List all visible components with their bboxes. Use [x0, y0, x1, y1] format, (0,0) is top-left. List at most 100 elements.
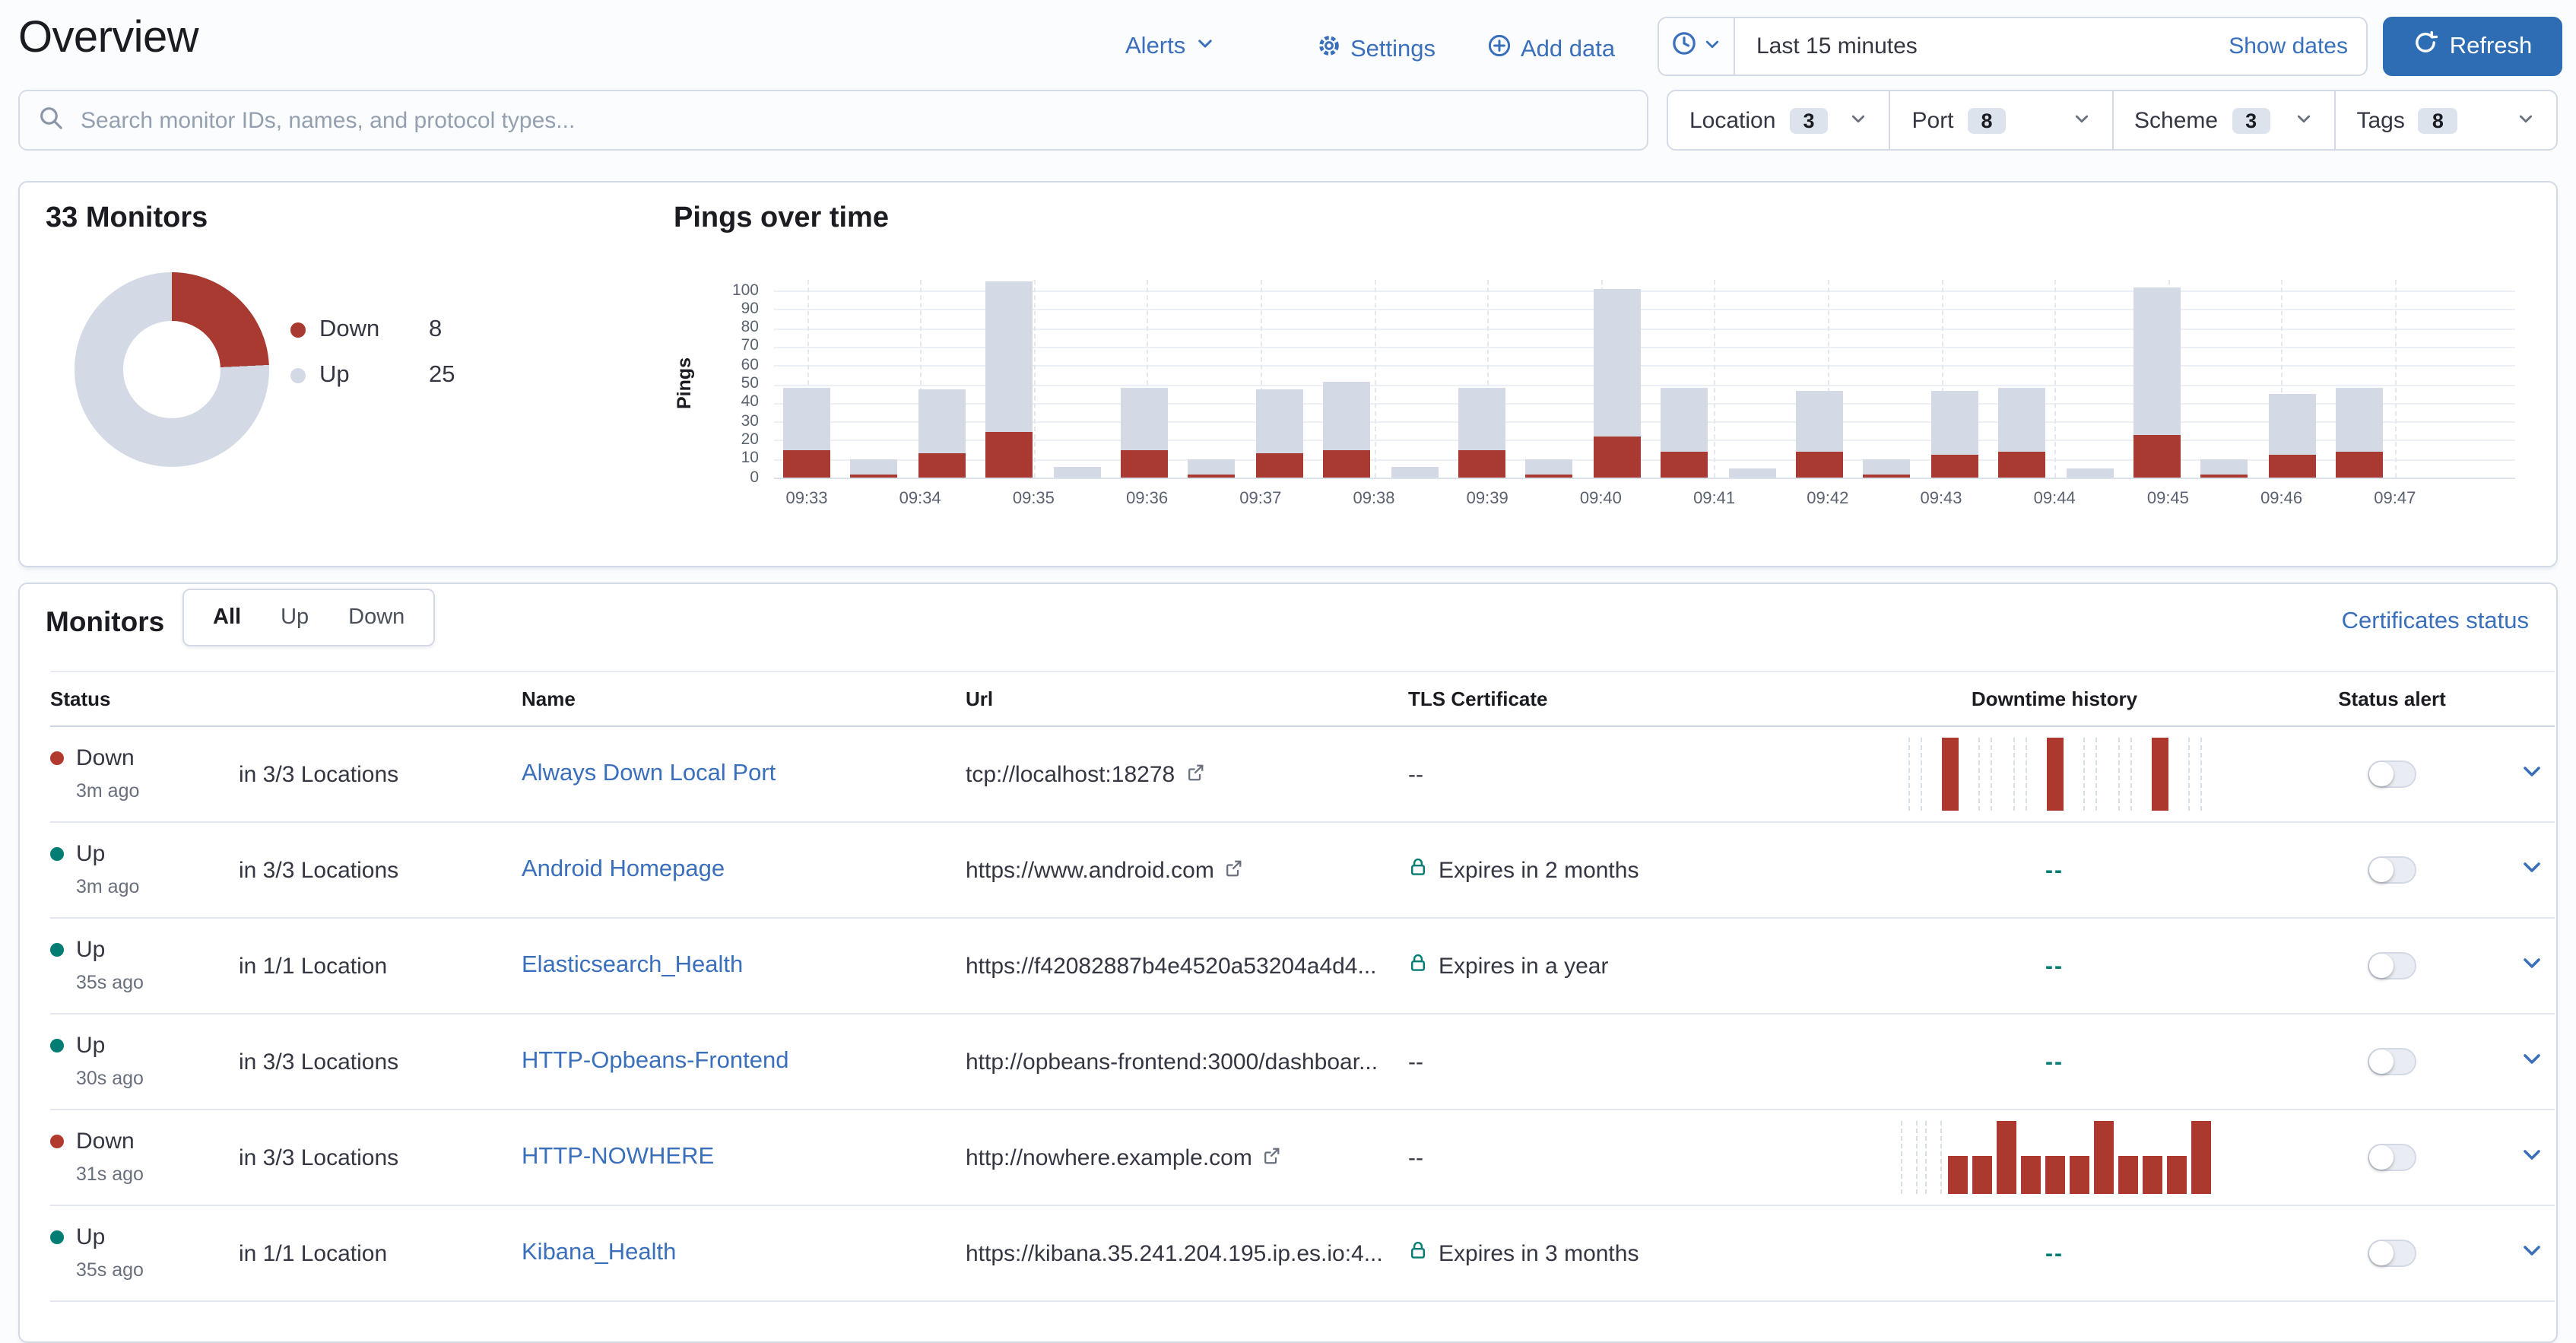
filter-location[interactable]: Location 3	[1668, 91, 1889, 149]
expand-row-button[interactable]	[2509, 1142, 2555, 1173]
last-check-time: 35s ago	[76, 972, 144, 993]
empty-bucket-dash	[2002, 738, 2037, 811]
clock-icon	[1671, 30, 1697, 62]
down-segment	[918, 453, 966, 478]
monitor-name-link[interactable]: HTTP-Opbeans-Frontend	[522, 1048, 789, 1074]
time-range-value[interactable]: Last 15 minutes	[1756, 33, 1918, 59]
expand-row-button[interactable]	[2509, 1238, 2555, 1268]
downtime-bar-fill	[1941, 738, 1958, 811]
legend-item-up[interactable]: Up 25	[290, 362, 455, 389]
downtime-bar	[2142, 738, 2177, 811]
expand-row-button[interactable]	[2509, 855, 2555, 885]
status-alert-toggle[interactable]	[2368, 952, 2416, 979]
up-segment	[2336, 387, 2384, 452]
up-segment	[2200, 459, 2248, 475]
pings-bar	[1121, 387, 1168, 478]
external-link-icon[interactable]	[1225, 857, 1243, 883]
chevron-down-icon	[2520, 1142, 2544, 1173]
filter-tags[interactable]: Tags 8	[2333, 91, 2557, 149]
status-alert-toggle[interactable]	[2368, 1048, 2416, 1075]
downtime-bar-fill	[2069, 1156, 2089, 1194]
up-segment	[918, 389, 966, 453]
pings-bar	[2336, 387, 2384, 478]
external-link-icon[interactable]	[1185, 761, 1204, 787]
tls-certificate: --	[1408, 1145, 1834, 1170]
table-row: Up 30s ago in 3/3 Locations HTTP-Opbeans-Fr…	[50, 1014, 2555, 1110]
downtime-bar-fill	[2118, 1156, 2137, 1194]
status-alert-toggle[interactable]	[2368, 1240, 2416, 1267]
pings-bar	[1728, 468, 1776, 478]
legend-item-down[interactable]: Down 8	[290, 316, 455, 344]
up-segment	[1458, 387, 1505, 450]
x-axis-tick: 09:33	[785, 490, 828, 508]
alerts-menu-button[interactable]: Alerts	[1125, 33, 1214, 61]
monitor-name-link[interactable]: Elasticsearch_Health	[522, 952, 744, 978]
refresh-button[interactable]: Refresh	[2383, 17, 2562, 76]
downtime-bar-fill	[2151, 738, 2168, 811]
gridline	[774, 328, 2515, 330]
tab-up[interactable]: Up	[281, 605, 309, 630]
last-check-time: 30s ago	[76, 1068, 144, 1089]
downtime-bar	[2164, 1121, 2188, 1194]
gridline	[920, 280, 922, 478]
down-segment	[1930, 455, 1978, 478]
expand-row-button[interactable]	[2509, 1046, 2555, 1077]
monitor-name-link[interactable]: HTTP-NOWHERE	[522, 1144, 715, 1170]
last-check-time: 3m ago	[76, 876, 140, 897]
expand-row-button[interactable]	[2509, 759, 2555, 789]
monitor-name-link[interactable]: Android Homepage	[522, 856, 725, 882]
tab-all[interactable]: All	[213, 605, 242, 630]
table-row: Down 31s ago in 3/3 Locations HTTP-NOWHERE h…	[50, 1110, 2555, 1206]
pings-bar	[1525, 459, 1573, 478]
down-segment	[2268, 455, 2316, 478]
tls-certificate: --	[1408, 761, 1834, 787]
gridline	[774, 365, 2515, 367]
url-text: https://www.android.com	[966, 857, 1214, 883]
status-alert-toggle[interactable]	[2368, 1144, 2416, 1171]
monitor-name-link[interactable]: Kibana_Health	[522, 1240, 677, 1265]
x-axis-tick: 09:35	[1012, 490, 1055, 508]
y-axis-tick: 30	[741, 411, 759, 430]
dash-placeholder	[1908, 738, 1921, 811]
down-segment	[1188, 474, 1236, 478]
monitor-url: https://f42082887b4e4520a53204a4d4...	[966, 953, 1408, 979]
up-segment	[1863, 459, 1911, 475]
gridline	[2394, 280, 2397, 478]
down-segment	[850, 474, 898, 478]
status-alert-toggle[interactable]	[2368, 760, 2416, 788]
down-segment	[1323, 449, 1371, 478]
filter-scheme[interactable]: Scheme 3	[2111, 91, 2334, 149]
downtime-bar-fill	[2046, 738, 2063, 811]
y-axis-tick: 70	[741, 336, 759, 355]
last-check-time: 31s ago	[76, 1164, 144, 1185]
dash-placeholder	[2013, 738, 2026, 811]
chevron-down-icon	[2520, 1238, 2544, 1268]
pings-bar	[985, 281, 1033, 478]
show-dates-link[interactable]: Show dates	[2229, 33, 2348, 59]
column-header-url: Url	[966, 687, 994, 710]
search-input[interactable]	[78, 106, 1629, 135]
x-axis-tick: 09:44	[2033, 490, 2076, 508]
tab-down[interactable]: Down	[348, 605, 405, 630]
empty-bucket-dash	[2072, 738, 2107, 811]
monitor-name-link[interactable]: Always Down Local Port	[522, 760, 776, 786]
gridline	[1714, 280, 1716, 478]
last-check-time: 35s ago	[76, 1259, 144, 1281]
date-time-picker: Last 15 minutes Show dates	[1658, 17, 2368, 76]
chevron-down-icon	[1703, 33, 1721, 59]
filter-port[interactable]: Port 8	[1889, 91, 2112, 149]
refresh-label: Refresh	[2449, 33, 2533, 59]
external-link-icon[interactable]	[1263, 1145, 1281, 1170]
settings-button[interactable]: Settings	[1317, 33, 1436, 65]
search-bar	[18, 90, 1648, 151]
filter-label: Location	[1689, 107, 1776, 133]
add-data-button[interactable]: Add data	[1487, 33, 1615, 65]
expand-row-button[interactable]	[2509, 951, 2555, 981]
downtime-bar-fill	[2045, 1156, 2064, 1194]
certificates-status-link[interactable]: Certificates status	[2341, 608, 2529, 634]
status-alert-toggle[interactable]	[2368, 856, 2416, 884]
gridline	[774, 291, 2515, 292]
quick-select-button[interactable]	[1659, 18, 1735, 75]
dash-placeholder	[1900, 1121, 1917, 1194]
filter-label: Scheme	[2134, 107, 2219, 133]
